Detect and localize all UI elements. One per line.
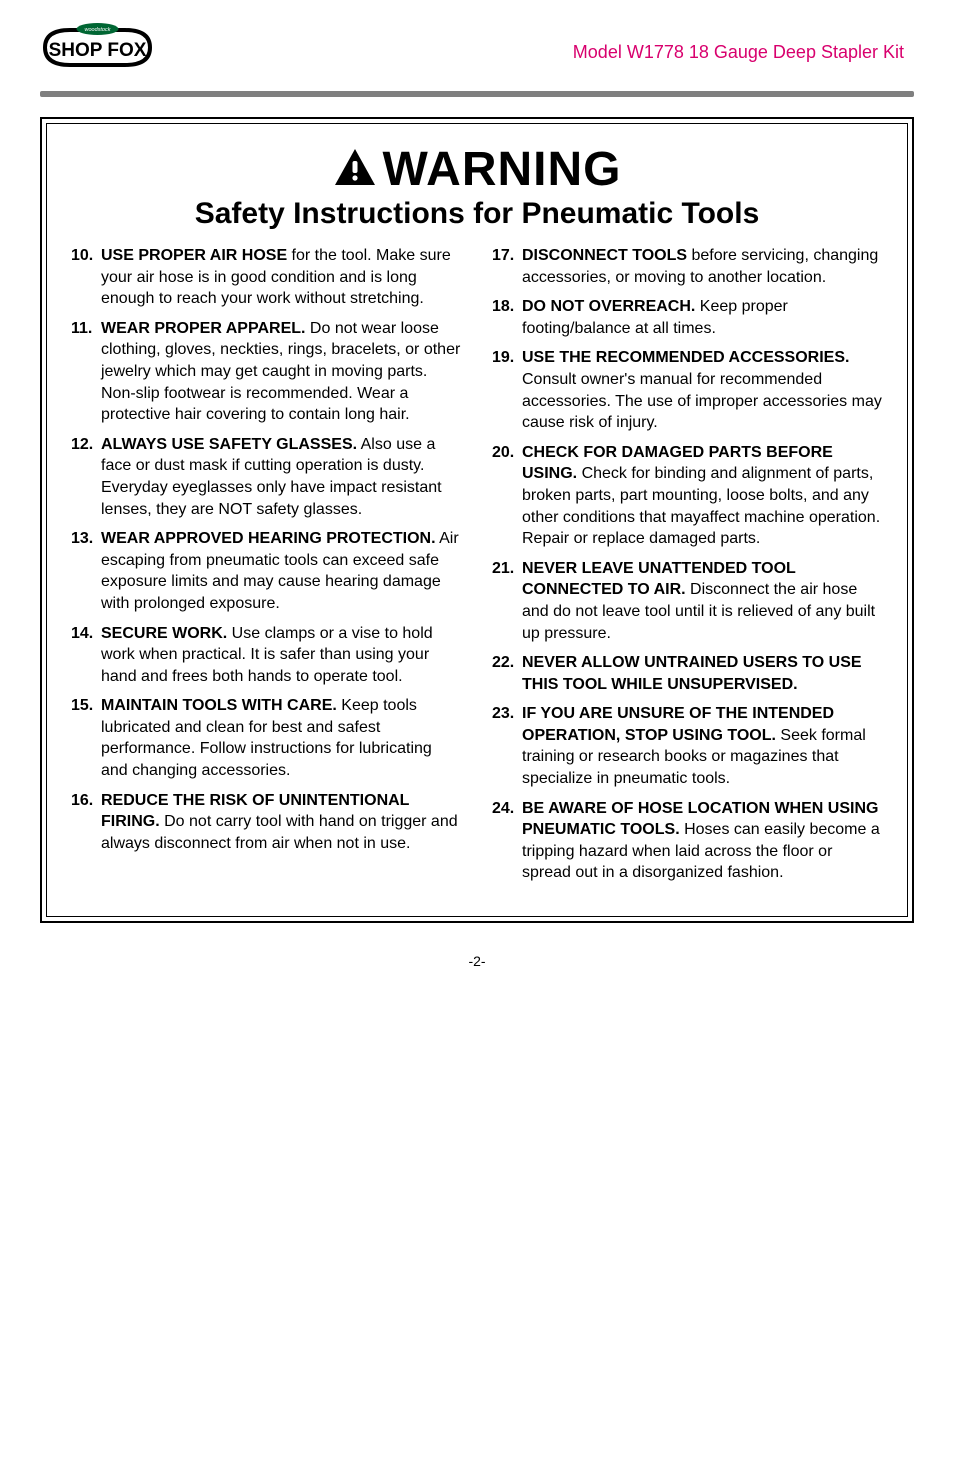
- item-body: DISCONNECT TOOLS before servicing, chang…: [522, 245, 883, 288]
- header-row: woodstock SHOP FOX Model W1778 18 Gauge …: [40, 20, 914, 85]
- warning-word: WARNING: [383, 143, 622, 196]
- item-body: SECURE WORK. Use clamps or a vise to hol…: [101, 623, 462, 688]
- warning-triangle-icon: [333, 147, 377, 195]
- item-body: WEAR APPROVED HEARING PROTECTION. Air es…: [101, 528, 462, 614]
- list-item: 16.REDUCE THE RISK OF UNINTENTIONAL FIRI…: [71, 790, 462, 855]
- item-lead: NEVER ALLOW UNTRAINED USERS TO USE THIS …: [522, 654, 862, 693]
- item-number: 19.: [492, 347, 522, 433]
- list-item: 20.CHECK FOR DAMAGED PARTS BEFORE USING.…: [492, 442, 883, 550]
- item-number: 20.: [492, 442, 522, 550]
- warning-inner-frame: WARNING Safety Instructions for Pneumati…: [46, 123, 908, 917]
- item-lead: DISCONNECT TOOLS: [522, 247, 687, 264]
- list-item: 17.DISCONNECT TOOLS before servicing, ch…: [492, 245, 883, 288]
- list-item: 14.SECURE WORK. Use clamps or a vise to …: [71, 623, 462, 688]
- list-item: 11.WEAR PROPER APPAREL. Do not wear loos…: [71, 318, 462, 426]
- item-number: 13.: [71, 528, 101, 614]
- logo-badge-text: woodstock: [85, 27, 111, 33]
- item-number: 18.: [492, 296, 522, 339]
- item-body: ALWAYS USE SAFETY GLASSES. Also use a fa…: [101, 434, 462, 520]
- item-body: CHECK FOR DAMAGED PARTS BEFORE USING. Ch…: [522, 442, 883, 550]
- warning-subtitle: Safety Instructions for Pneumatic Tools: [71, 197, 883, 231]
- item-number: 24.: [492, 798, 522, 884]
- instruction-columns: 10.USE PROPER AIR HOSE for the tool. Mak…: [71, 245, 883, 892]
- list-item: 15.MAINTAIN TOOLS WITH CARE. Keep tools …: [71, 695, 462, 781]
- warning-outer-frame: WARNING Safety Instructions for Pneumati…: [40, 117, 914, 923]
- item-rest: Consult owner's manual for recommended a…: [522, 371, 882, 431]
- item-number: 10.: [71, 245, 101, 310]
- item-number: 16.: [71, 790, 101, 855]
- item-lead: MAINTAIN TOOLS WITH CARE.: [101, 697, 337, 714]
- item-lead: ALWAYS USE SAFETY GLASSES.: [101, 436, 357, 453]
- item-body: BE AWARE OF HOSE LOCATION WHEN USING PNE…: [522, 798, 883, 884]
- list-item: 22.NEVER ALLOW UNTRAINED USERS TO USE TH…: [492, 652, 883, 695]
- warning-heading: WARNING: [71, 142, 883, 197]
- item-body: NEVER ALLOW UNTRAINED USERS TO USE THIS …: [522, 652, 883, 695]
- logo-main-text: SHOP FOX: [49, 40, 147, 61]
- item-body: DO NOT OVERREACH. Keep proper footing/ba…: [522, 296, 883, 339]
- list-item: 18.DO NOT OVERREACH. Keep proper footing…: [492, 296, 883, 339]
- list-item: 21.NEVER LEAVE UNATTENDED TOOL CONNECTED…: [492, 558, 883, 644]
- item-number: 21.: [492, 558, 522, 644]
- list-item: 13.WEAR APPROVED HEARING PROTECTION. Air…: [71, 528, 462, 614]
- left-column: 10.USE PROPER AIR HOSE for the tool. Mak…: [71, 245, 462, 892]
- item-number: 15.: [71, 695, 101, 781]
- page-number: -2-: [40, 953, 914, 969]
- page: woodstock SHOP FOX Model W1778 18 Gauge …: [0, 0, 954, 999]
- item-body: REDUCE THE RISK OF UNINTENTIONAL FIRING.…: [101, 790, 462, 855]
- shop-fox-logo: woodstock SHOP FOX: [40, 20, 155, 85]
- item-body: USE PROPER AIR HOSE for the tool. Make s…: [101, 245, 462, 310]
- item-lead: USE THE RECOMMENDED ACCESSORIES.: [522, 349, 849, 366]
- item-body: USE THE RECOMMENDED ACCESSORIES. Consult…: [522, 347, 883, 433]
- item-lead: WEAR PROPER APPAREL.: [101, 320, 305, 337]
- right-column: 17.DISCONNECT TOOLS before servicing, ch…: [492, 245, 883, 892]
- item-number: 11.: [71, 318, 101, 426]
- item-lead: DO NOT OVERREACH.: [522, 298, 695, 315]
- list-item: 23.IF YOU ARE UNSURE OF THE INTENDED OPE…: [492, 703, 883, 789]
- item-number: 22.: [492, 652, 522, 695]
- item-body: NEVER LEAVE UNATTENDED TOOL CONNECTED TO…: [522, 558, 883, 644]
- item-number: 12.: [71, 434, 101, 520]
- header-model-title: Model W1778 18 Gauge Deep Stapler Kit: [573, 42, 904, 63]
- item-lead: SECURE WORK.: [101, 625, 227, 642]
- item-number: 14.: [71, 623, 101, 688]
- list-item: 12.ALWAYS USE SAFETY GLASSES. Also use a…: [71, 434, 462, 520]
- item-body: MAINTAIN TOOLS WITH CARE. Keep tools lub…: [101, 695, 462, 781]
- item-body: IF YOU ARE UNSURE OF THE INTENDED OPERAT…: [522, 703, 883, 789]
- item-number: 17.: [492, 245, 522, 288]
- list-item: 24.BE AWARE OF HOSE LOCATION WHEN USING …: [492, 798, 883, 884]
- item-lead: WEAR APPROVED HEARING PROTECTION.: [101, 530, 436, 547]
- item-lead: USE PROPER AIR HOSE: [101, 247, 287, 264]
- item-number: 23.: [492, 703, 522, 789]
- item-body: WEAR PROPER APPAREL. Do not wear loose c…: [101, 318, 462, 426]
- header-divider: [40, 91, 914, 97]
- list-item: 19.USE THE RECOMMENDED ACCESSORIES. Cons…: [492, 347, 883, 433]
- list-item: 10.USE PROPER AIR HOSE for the tool. Mak…: [71, 245, 462, 310]
